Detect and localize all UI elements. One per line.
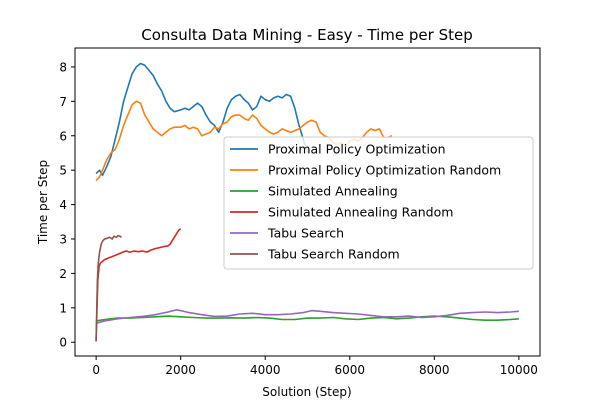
legend-label-3: Simulated Annealing Random [268, 205, 453, 220]
y-tick-label: 6 [59, 129, 67, 143]
plot-lines [95, 62, 519, 342]
legend-box [223, 136, 534, 270]
legend-label-4: Tabu Search [267, 226, 344, 241]
y-tick-label: 2 [59, 267, 67, 281]
x-axis-label: Solution (Step) [262, 385, 351, 399]
x-axis-ticks: 0 2000 4000 6000 8000 10000 [92, 356, 538, 377]
series-line-5 [95, 234, 122, 342]
y-tick-label: 8 [59, 60, 67, 74]
legend-label-5: Tabu Search Random [267, 247, 400, 262]
y-axis-label: Time per Step [36, 160, 50, 245]
legend: Proximal Policy Optimization Proximal Pol… [223, 136, 534, 270]
y-tick-label: 3 [59, 232, 67, 246]
series-line-3 [95, 228, 182, 341]
y-tick-label: 0 [59, 336, 67, 350]
y-tick-label: 4 [59, 198, 67, 212]
legend-label-2: Simulated Annealing [268, 184, 398, 199]
legend-label-1: Proximal Policy Optimization Random [268, 163, 501, 178]
series-line-4 [95, 309, 519, 325]
x-tick-label: 10000 [500, 363, 538, 377]
x-tick-label: 6000 [334, 363, 365, 377]
chart-title: Consulta Data Mining - Easy - Time per S… [141, 26, 472, 44]
legend-label-0: Proximal Policy Optimization [268, 142, 446, 157]
y-tick-label: 1 [59, 301, 67, 315]
y-tick-label: 7 [59, 95, 67, 109]
plot-frame [74, 47, 541, 357]
series-line-2 [95, 315, 519, 322]
y-axis-ticks: 0 1 2 3 4 5 6 7 8 [59, 60, 75, 350]
series-line-0 [95, 62, 309, 177]
x-tick-label: 4000 [250, 363, 281, 377]
x-tick-label: 8000 [419, 363, 450, 377]
x-tick-label: 0 [92, 363, 100, 377]
y-tick-label: 5 [59, 164, 67, 178]
x-tick-label: 2000 [165, 363, 196, 377]
